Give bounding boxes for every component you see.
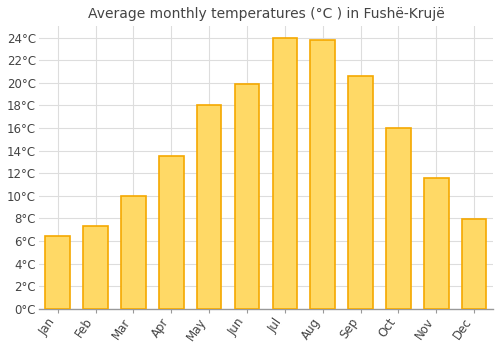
Bar bbox=[197, 105, 222, 309]
Bar bbox=[121, 196, 146, 309]
Bar bbox=[424, 178, 448, 309]
Bar bbox=[348, 76, 373, 309]
Bar bbox=[462, 219, 486, 309]
Title: Average monthly temperatures (°C ) in Fushë-Krujë: Average monthly temperatures (°C ) in Fu… bbox=[88, 7, 444, 21]
Bar bbox=[234, 84, 260, 309]
Bar bbox=[84, 226, 108, 309]
Bar bbox=[159, 156, 184, 309]
Bar bbox=[272, 37, 297, 309]
Bar bbox=[386, 128, 410, 309]
Bar bbox=[46, 236, 70, 309]
Bar bbox=[310, 40, 335, 309]
